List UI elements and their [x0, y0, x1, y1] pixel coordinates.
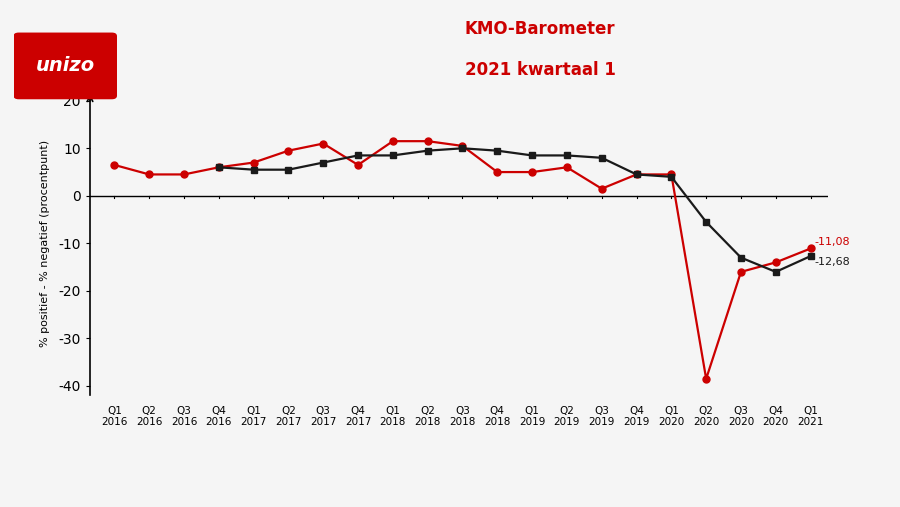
KMO-Barometer: [318, 140, 328, 147]
KMO-Barometer: [770, 259, 781, 266]
KMO-Barometer: [562, 164, 572, 170]
Text: -12,68: -12,68: [814, 257, 850, 267]
KMO-Barometer: [631, 171, 642, 177]
Text: KMO-Barometer: KMO-Barometer: [464, 20, 616, 39]
Text: unizo: unizo: [36, 56, 94, 76]
Voortschrijdend gemiddelde (4 kwartalen): [213, 164, 224, 170]
KMO-Barometer: [422, 138, 433, 144]
Line: KMO-Barometer: KMO-Barometer: [111, 138, 815, 382]
KMO-Barometer: [666, 171, 677, 177]
Voortschrijdend gemiddelde (4 kwartalen): [422, 148, 433, 154]
Voortschrijdend gemiddelde (4 kwartalen): [353, 153, 364, 159]
Voortschrijdend gemiddelde (4 kwartalen): [562, 153, 572, 159]
Voortschrijdend gemiddelde (4 kwartalen): [388, 153, 399, 159]
KMO-Barometer: [144, 171, 155, 177]
KMO-Barometer: [178, 171, 189, 177]
Voortschrijdend gemiddelde (4 kwartalen): [457, 145, 468, 151]
KMO-Barometer: [526, 169, 537, 175]
Voortschrijdend gemiddelde (4 kwartalen): [248, 167, 259, 173]
Line: Voortschrijdend gemiddelde (4 kwartalen): Voortschrijdend gemiddelde (4 kwartalen): [216, 145, 814, 275]
Voortschrijdend gemiddelde (4 kwartalen): [283, 167, 293, 173]
KMO-Barometer: [353, 162, 364, 168]
KMO-Barometer: [735, 269, 746, 275]
Text: -11,08: -11,08: [814, 237, 850, 247]
KMO-Barometer: [457, 143, 468, 149]
KMO-Barometer: [701, 376, 712, 382]
Voortschrijdend gemiddelde (4 kwartalen): [666, 174, 677, 180]
Voortschrijdend gemiddelde (4 kwartalen): [631, 171, 642, 177]
FancyBboxPatch shape: [14, 32, 117, 99]
KMO-Barometer: [248, 160, 259, 166]
Voortschrijdend gemiddelde (4 kwartalen): [701, 219, 712, 225]
KMO-Barometer: [109, 162, 120, 168]
Text: 2021 kwartaal 1: 2021 kwartaal 1: [464, 61, 616, 79]
Voortschrijdend gemiddelde (4 kwartalen): [770, 269, 781, 275]
Voortschrijdend gemiddelde (4 kwartalen): [806, 253, 816, 259]
KMO-Barometer: [492, 169, 503, 175]
Voortschrijdend gemiddelde (4 kwartalen): [492, 148, 503, 154]
Voortschrijdend gemiddelde (4 kwartalen): [526, 153, 537, 159]
KMO-Barometer: [806, 245, 816, 251]
Voortschrijdend gemiddelde (4 kwartalen): [597, 155, 608, 161]
KMO-Barometer: [213, 164, 224, 170]
KMO-Barometer: [597, 186, 608, 192]
Voortschrijdend gemiddelde (4 kwartalen): [318, 160, 328, 166]
Y-axis label: % positief - % negatief (procentpunt): % positief - % negatief (procentpunt): [40, 140, 50, 347]
KMO-Barometer: [388, 138, 399, 144]
KMO-Barometer: [283, 148, 293, 154]
Voortschrijdend gemiddelde (4 kwartalen): [735, 255, 746, 261]
